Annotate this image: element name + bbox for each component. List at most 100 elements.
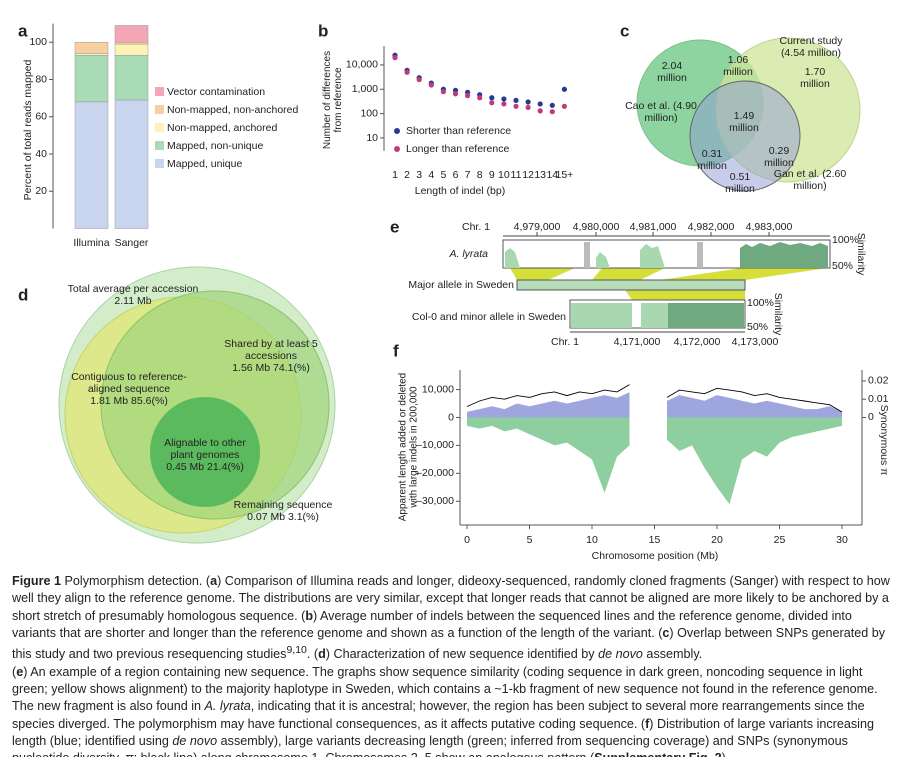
axis-title: Chr. 1 xyxy=(551,336,579,348)
set-label: Contiguous to reference-aligned sequence… xyxy=(60,371,198,407)
caption-text: ) Characterization of new sequence ident… xyxy=(325,647,599,662)
y-tick-label: –10,000 xyxy=(416,439,454,451)
x-tick-label: 25 xyxy=(774,534,786,546)
caption-text: d xyxy=(318,647,326,662)
region-label: 0.51 million xyxy=(725,171,755,195)
axis-label: 4,980,000 xyxy=(573,221,620,233)
caption-text: , indicating that it is ancestral; howev… xyxy=(12,699,865,731)
bar-segment xyxy=(114,99,149,229)
gap xyxy=(697,242,703,268)
similarity-track xyxy=(641,303,668,328)
region-label: 0.29 million xyxy=(764,145,794,169)
ruler-ticks xyxy=(536,232,770,236)
axis-label: 4,173,000 xyxy=(732,336,779,348)
x-tick-label: 1 xyxy=(392,169,398,181)
legend-label: Mapped, unique xyxy=(167,158,242,170)
x-tick-label: 20 xyxy=(711,534,723,546)
axis-label: 4,983,000 xyxy=(746,221,793,233)
region-label: 2.04 million xyxy=(657,60,687,84)
legend-swatch xyxy=(155,141,164,150)
legend-swatch xyxy=(155,159,164,168)
y-tick-label: 20 xyxy=(35,185,47,197)
caption-text: ) Comparison of Illumina reads and longe… xyxy=(12,574,890,623)
area xyxy=(467,417,842,505)
caption-text: assembly), large variants decreasing len… xyxy=(12,733,848,757)
set-amount: 0.07 Mb 3.1(%) xyxy=(247,511,319,523)
region-label: 1.49 million xyxy=(729,110,759,134)
track-label: A. lyrata xyxy=(448,248,488,260)
scale-title: Similarity xyxy=(772,293,784,336)
x-tick-label: 4 xyxy=(428,169,434,181)
set-label: Gan et al. (2.60 million) xyxy=(773,168,847,192)
x-tick-label: 30 xyxy=(836,534,848,546)
set-label: Shared by at least 5 accessions 1.56 Mb 7… xyxy=(222,338,320,374)
legend-label: Vector contamination xyxy=(167,86,265,98)
x-tick-label: 15+ xyxy=(555,169,573,181)
bar-segment xyxy=(74,41,109,54)
set-name: Contiguous to reference-aligned sequence xyxy=(71,371,187,395)
scale-label: 100% xyxy=(747,297,774,309)
y-tick-label: 80 xyxy=(35,73,47,85)
y-tick-label: 10 xyxy=(366,132,378,144)
set-amount: 1.56 Mb 74.1(%) xyxy=(232,362,310,374)
y-tick-label: –20,000 xyxy=(416,467,454,479)
point xyxy=(477,95,483,101)
axis-title: Length of indel (bp) xyxy=(415,185,505,197)
x-tick-label: 14 xyxy=(546,169,558,181)
legend-swatch xyxy=(155,105,164,114)
x-tick-label: 11 xyxy=(511,169,522,181)
region-label: 1.06 million xyxy=(723,54,753,78)
caption-text: 9,10 xyxy=(286,644,307,657)
set-label: Cao et al. (4.90 million) xyxy=(625,100,697,124)
caption-text: de novo xyxy=(598,647,643,662)
panel-letter: f xyxy=(393,341,399,360)
point xyxy=(525,99,531,105)
set-name: Alignable to other plant genomes xyxy=(164,437,246,461)
bar-segment xyxy=(74,55,109,103)
similarity-track xyxy=(571,303,632,328)
scale-label: 50% xyxy=(747,321,768,333)
axis-label: 4,172,000 xyxy=(674,336,721,348)
caption-text: c xyxy=(662,625,670,640)
x-tick-label: 13 xyxy=(534,169,546,181)
caption-text: Polymorphism detection. ( xyxy=(61,574,211,588)
x-tick-label: 7 xyxy=(465,169,471,181)
x-tick-label: Illumina xyxy=(73,237,109,249)
panel-letter: c xyxy=(620,21,629,40)
scale-label: 50% xyxy=(832,260,853,272)
bar-segment xyxy=(114,55,149,101)
panel-letter: a xyxy=(18,21,28,40)
similarity-track xyxy=(740,242,828,268)
set-label: Alignable to other plant genomes 0.45 Mb … xyxy=(158,437,252,473)
caption-paragraph: (e) An example of a region containing ne… xyxy=(12,664,894,757)
y-tick-label: 0 xyxy=(448,411,454,423)
point xyxy=(549,109,555,115)
point xyxy=(416,76,422,83)
point xyxy=(561,86,568,92)
legend-marker xyxy=(394,146,400,152)
x-tick-label: 9 xyxy=(489,169,495,181)
y-tick-label: 10,000 xyxy=(346,59,378,71)
axis-title: Synonymous π xyxy=(878,405,890,476)
panel-letter: d xyxy=(18,285,28,304)
y2-tick-label: 0 xyxy=(868,411,874,423)
point xyxy=(465,93,471,99)
set-amount: 0.45 Mb 21.4(%) xyxy=(166,461,244,473)
axis-label: 4,171,000 xyxy=(614,336,661,348)
axis-title: Chromosome position (Mb) xyxy=(592,550,719,562)
point xyxy=(392,55,398,61)
caption-text: π xyxy=(125,751,133,757)
point xyxy=(404,69,410,75)
set-amount: 2.11 Mb xyxy=(114,295,152,307)
caption-text: ). xyxy=(722,751,730,757)
legend-swatch xyxy=(155,123,164,132)
point xyxy=(440,89,446,95)
alignment xyxy=(625,290,745,300)
point xyxy=(537,101,543,107)
set-label: Remaining sequence 0.07 Mb 3.1(%) xyxy=(223,499,343,523)
x-tick-label: 10 xyxy=(498,169,510,181)
y-tick-label: –30,000 xyxy=(416,495,454,507)
x-tick-label: 15 xyxy=(649,534,661,546)
